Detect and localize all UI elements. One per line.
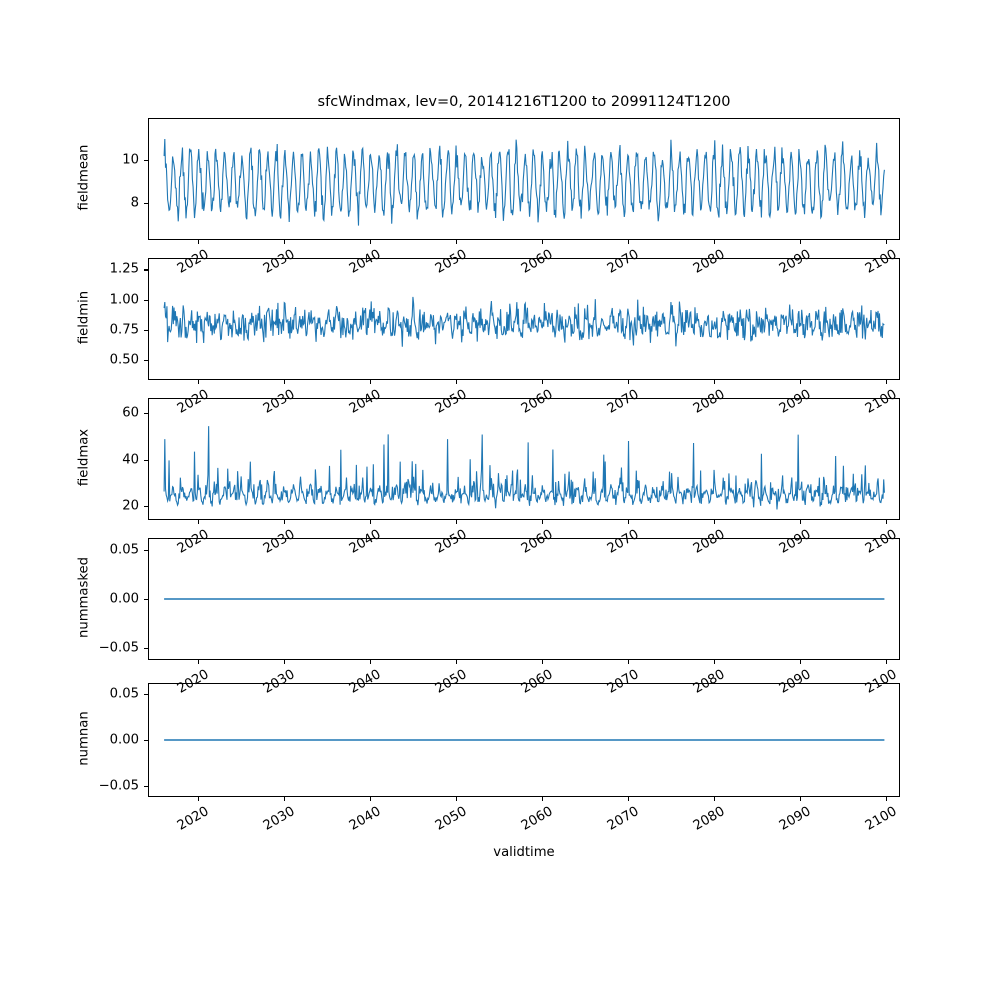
x-tick-mark: [800, 520, 802, 524]
x-tick-mark: [886, 660, 888, 664]
x-axis-label: validtime: [493, 845, 555, 860]
plot-area-nummasked: [149, 539, 899, 659]
y-tick-label: 0.00: [109, 732, 139, 748]
y-tick-mark: [144, 299, 148, 301]
y-tick-mark: [144, 648, 148, 650]
x-tick-mark: [628, 520, 630, 524]
y-tick-label: 1.00: [109, 292, 139, 308]
y-tick-mark: [144, 694, 148, 696]
y-tick-mark: [144, 269, 148, 271]
plot-area-fieldmax: [149, 399, 899, 519]
x-tick-mark: [542, 797, 544, 801]
y-tick-label: −0.05: [98, 640, 139, 656]
x-tick-mark: [886, 380, 888, 384]
series-fieldmax: [164, 426, 884, 509]
x-tick-layer-numnan: 2020 2030 2040 2050 2060 2070 2080 2090 2100: [0, 798, 1000, 832]
x-tick-mark: [886, 520, 888, 524]
y-tick-mark: [144, 785, 148, 788]
x-tick-mark: [628, 797, 630, 801]
y-tick-mark: [144, 599, 148, 601]
y-tick-label: 40: [122, 452, 139, 468]
y-tick-label: 10: [122, 152, 139, 168]
x-tick-mark: [283, 240, 286, 244]
x-tick-mark: [456, 240, 458, 244]
plot-area-numnan: [149, 684, 899, 796]
x-tick-mark: [800, 660, 802, 664]
x-tick-mark: [800, 240, 802, 244]
x-tick-layer-fieldmean: 2020 2030 2040 2050 2060 2070 2080 2090 2100: [0, 241, 1000, 275]
x-tick-mark: [628, 660, 630, 664]
x-tick-mark: [714, 520, 716, 524]
y-tick-label: 20: [122, 498, 139, 514]
y-tick-label: 0.05: [109, 542, 139, 558]
y-tick-mark: [144, 549, 148, 551]
subplot-fieldmin: [148, 258, 900, 380]
series-fieldmin: [164, 297, 884, 347]
x-tick-mark: [197, 797, 199, 801]
subplot-fieldmax: [148, 398, 900, 520]
x-tick-mark: [456, 380, 458, 384]
x-tick-mark: [283, 520, 286, 524]
x-tick-mark: [456, 660, 458, 664]
x-tick-mark: [714, 660, 716, 664]
x-tick-mark: [283, 797, 286, 801]
y-tick-mark: [144, 329, 148, 331]
y-tick-mark: [144, 159, 148, 161]
y-tick-label: 1.25: [109, 261, 139, 277]
x-tick-mark: [542, 380, 544, 384]
y-tick-mark: [144, 202, 148, 204]
x-tick-mark: [714, 797, 716, 801]
x-tick-mark: [197, 380, 199, 384]
x-tick-mark: [456, 520, 458, 524]
x-tick-mark: [714, 240, 716, 244]
x-tick-mark: [369, 240, 372, 244]
x-tick-mark: [542, 240, 544, 244]
y-tick-label: 8: [130, 195, 139, 211]
y-tick-mark: [144, 413, 148, 415]
subplot-numnan: [148, 683, 900, 797]
x-tick-mark: [283, 380, 286, 384]
x-tick-mark: [369, 797, 372, 801]
figure-title: sfcWindmax, lev=0, 20141216T1200 to 2099…: [317, 94, 731, 110]
x-tick-mark: [800, 380, 802, 384]
y-tick-label: 0.05: [109, 686, 139, 702]
y-tick-label: 0.50: [109, 352, 139, 368]
x-tick-mark: [542, 660, 544, 664]
x-tick-layer-nummasked: 2020 2030 2040 2050 2060 2070 2080 2090 2100: [0, 661, 1000, 695]
x-tick-mark: [456, 797, 458, 801]
plot-area-fieldmean: [149, 119, 899, 239]
x-tick-mark: [197, 660, 199, 664]
x-tick-mark: [369, 520, 372, 524]
x-tick-mark: [197, 240, 199, 244]
x-tick-mark: [369, 380, 372, 384]
x-tick-mark: [628, 380, 630, 384]
x-tick-mark: [886, 240, 888, 244]
y-tick-mark: [144, 459, 148, 461]
x-tick-mark: [283, 660, 286, 664]
x-tick-layer-fieldmin: 2020 2030 2040 2050 2060 2070 2080 2090 2100: [0, 381, 1000, 415]
x-tick-mark: [542, 520, 544, 524]
y-tick-label: 0.75: [109, 322, 139, 338]
x-tick-mark: [197, 520, 199, 524]
x-tick-mark: [800, 797, 802, 801]
subplot-fieldmean: [148, 118, 900, 240]
y-tick-label: −0.05: [98, 778, 139, 794]
y-tick-mark: [144, 740, 148, 742]
y-tick-label: 0.00: [109, 591, 139, 607]
x-tick-label: 2020: [174, 804, 212, 832]
x-tick-mark: [886, 797, 888, 801]
y-tick-mark: [144, 360, 148, 362]
x-tick-mark: [369, 660, 372, 664]
y-tick-mark: [144, 506, 148, 508]
x-tick-mark: [628, 240, 630, 244]
plot-area-fieldmin: [149, 259, 899, 379]
series-fieldmean: [164, 139, 884, 226]
x-tick-mark: [714, 380, 716, 384]
y-tick-label: 60: [122, 405, 139, 421]
x-tick-layer-fieldmax: 2020 2030 2040 2050 2060 2070 2080 2090 2100: [0, 521, 1000, 555]
subplot-nummasked: [148, 538, 900, 660]
